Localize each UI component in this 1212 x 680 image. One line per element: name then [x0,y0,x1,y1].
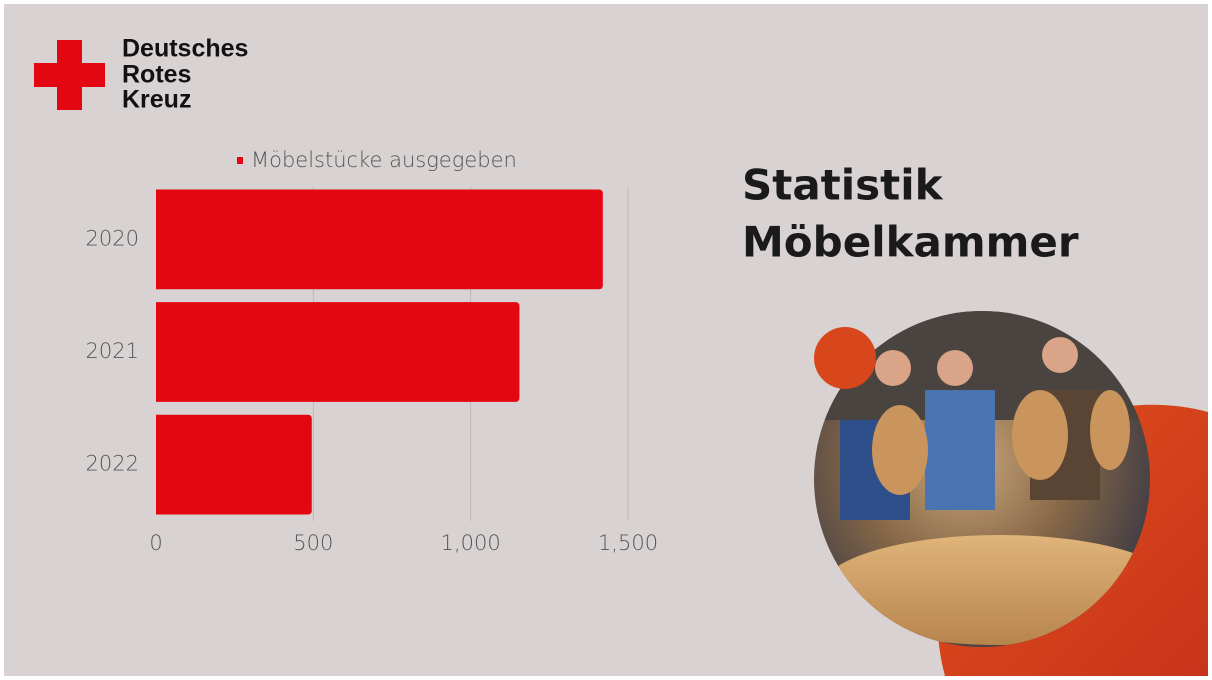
y-tick-label: 2022 [86,452,139,476]
logo-text: Kreuz [122,86,191,114]
x-tick-label: 0 [149,531,162,555]
logo-cross [34,40,105,110]
x-tick-label: 1,000 [441,531,501,555]
bar [156,189,603,290]
heading: Möbelkammer [742,218,1079,267]
legend-swatch [237,157,243,164]
logo-text: Rotes [122,61,191,89]
x-tick-label: 1,500 [598,531,658,555]
bar [156,414,312,515]
legend-label: Möbelstücke ausgegeben [251,148,517,172]
logo-text: Deutsches [122,35,248,63]
decor-dot [814,327,876,389]
y-tick-label: 2021 [86,339,139,363]
heading: Statistik [742,161,944,210]
x-tick-label: 500 [293,531,333,555]
bar [156,302,520,402]
y-tick-label: 2020 [86,226,139,250]
